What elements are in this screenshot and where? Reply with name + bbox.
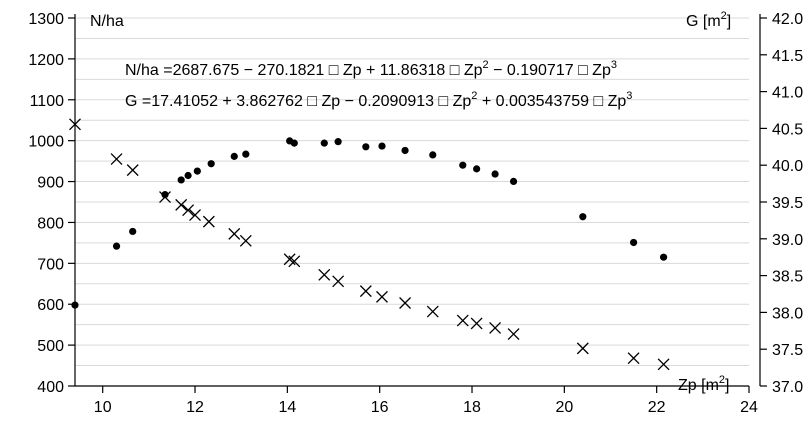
dot-marker	[459, 161, 467, 169]
cross-marker	[189, 209, 201, 222]
y-left-axis-label: N/ha	[90, 13, 124, 30]
dot-marker	[378, 142, 386, 150]
dot-marker	[112, 242, 121, 250]
y-left-tick-label: 1000	[28, 134, 64, 151]
axes	[74, 14, 761, 387]
x-tick-label: 18	[463, 399, 481, 416]
cross-marker	[507, 328, 520, 341]
cross-marker	[175, 198, 188, 211]
cross-marker	[228, 227, 241, 240]
y-right-tick-label: 39.0	[772, 232, 803, 249]
cross-marker	[576, 342, 589, 355]
y-right-tick-label: 37.5	[772, 342, 803, 359]
x-tick-label: 14	[278, 399, 296, 416]
cross-marker	[657, 358, 670, 371]
x-tick-label: 12	[186, 399, 204, 416]
y-right-tick-label: 41.5	[772, 48, 803, 65]
cross-marker	[182, 204, 195, 217]
y-right-tick-label: 40.5	[772, 121, 803, 138]
y-right-axis-label: G [m2]	[686, 10, 731, 30]
y-left-tick-label: 800	[37, 215, 64, 232]
cross-marker	[69, 118, 81, 131]
dot-marker	[401, 146, 409, 155]
y-right-tick-label: 38.5	[772, 269, 803, 286]
x-tick-label: 22	[648, 399, 666, 416]
gridlines	[75, 17, 749, 387]
cross-marker	[456, 314, 469, 327]
equation-nha: N/ha =2687.675 − 270.1821 □ Zp + 11.8631…	[125, 59, 617, 79]
dot-marker	[429, 151, 437, 159]
y-right-tick-label: 41.0	[772, 85, 803, 102]
dot-marker	[491, 170, 499, 178]
dot-marker	[290, 139, 298, 147]
y-left-tick-label: 1300	[28, 11, 64, 28]
dot-marker	[129, 227, 137, 236]
y-right-tick-label: 38.0	[772, 305, 803, 322]
dot-marker	[242, 150, 250, 158]
x-tick-label: 10	[94, 399, 112, 416]
dot-marker	[579, 213, 587, 221]
y-left-tick-label: 700	[37, 256, 64, 273]
dot-marker	[629, 238, 638, 247]
dot-marker	[362, 143, 370, 151]
dot-marker	[509, 177, 518, 185]
cross-marker	[288, 255, 301, 268]
y-left-tick-label: 600	[37, 297, 64, 314]
y-right-tick-label: 40.0	[772, 158, 803, 175]
y-right-tick-label: 39.5	[772, 195, 803, 212]
dot-marker	[184, 171, 192, 180]
dot-marker	[71, 301, 79, 309]
cross-marker	[332, 275, 345, 288]
dot-marker	[334, 138, 342, 146]
cross-marker	[110, 153, 123, 166]
y-left-tick-label: 1100	[30, 93, 65, 110]
y-left-tick-label: 400	[37, 379, 64, 396]
x-tick-label: 24	[740, 399, 758, 416]
dot-marker	[177, 176, 185, 184]
x-tick-label: 20	[555, 399, 573, 416]
dot-marker	[207, 160, 215, 168]
cross-marker	[318, 268, 331, 281]
cross-marker	[627, 352, 640, 365]
cross-marker	[239, 234, 252, 247]
y-right-tick-label: 37.0	[772, 379, 803, 396]
dot-marker	[161, 191, 169, 199]
dot-marker	[659, 253, 668, 261]
dot-marker	[230, 152, 238, 160]
equation-g: G =17.41052 + 3.862762 □ Zp − 0.2090913 …	[125, 90, 632, 110]
cross-marker	[470, 317, 483, 330]
y-left-tick-label: 900	[37, 175, 64, 192]
data-points	[69, 118, 670, 371]
cross-marker	[399, 297, 412, 309]
cross-marker	[376, 290, 388, 303]
y-right-tick-label: 42.0	[772, 11, 803, 28]
dot-marker	[473, 165, 481, 173]
dot-marker	[320, 139, 328, 147]
cross-marker	[126, 164, 139, 177]
tick-labels: 400 500 600 700 800 900 1000 1100 1200 1300 37.0 37…	[28, 11, 803, 416]
dot-marker	[193, 167, 201, 175]
x-tick-label: 16	[371, 399, 389, 416]
x-axis-label: Zp [m2]	[678, 374, 729, 394]
cross-marker	[426, 305, 439, 318]
y-left-tick-label: 500	[37, 338, 64, 355]
cross-marker	[359, 285, 372, 298]
y-left-tick-label: 1200	[28, 52, 64, 69]
cross-marker	[489, 321, 502, 334]
cross-marker	[202, 215, 215, 228]
